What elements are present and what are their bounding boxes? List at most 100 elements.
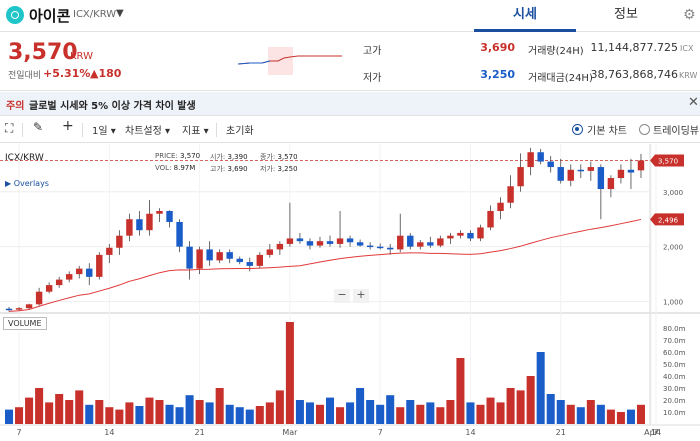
amount-24h-value: 38,763,868,746: [590, 68, 678, 81]
candle-body: [376, 246, 384, 249]
volume-bar: [416, 404, 425, 424]
gear-icon[interactable]: ⚙: [683, 7, 696, 23]
radio-tradingview[interactable]: [639, 124, 650, 135]
time-tick-label: 7: [378, 428, 383, 437]
tab-quote[interactable]: 시세: [474, 0, 576, 32]
candle-body: [206, 249, 213, 261]
candle-body: [487, 210, 494, 228]
volume-bar: [195, 400, 204, 424]
indicators-menu[interactable]: 지표 ▾: [182, 126, 209, 137]
current-price: 3,570: [8, 40, 78, 65]
high-value: 3,690: [480, 41, 515, 54]
candle-body: [447, 235, 454, 239]
candle-body: [246, 262, 253, 266]
volume-bar: [75, 390, 84, 424]
candle-body: [256, 254, 264, 266]
volume-bar: [436, 407, 445, 424]
candle-body: [356, 242, 364, 246]
reset-button[interactable]: 초기화: [226, 126, 254, 137]
amount-24h-unit: KRW: [679, 71, 698, 80]
ma-value-tag: 2,496: [658, 216, 679, 224]
time-tick-label: 14: [465, 428, 475, 437]
candle-body: [427, 242, 434, 246]
candle-body: [547, 161, 554, 168]
chart-area[interactable]: 3,000 2,000 1,000 80.0m 70.0m 60.0m 50.0m 40.0m…: [0, 144, 700, 441]
candle-body: [417, 242, 424, 247]
volume-bar: [486, 397, 495, 424]
candle-body: [146, 213, 153, 231]
coin-pair[interactable]: ICX/KRW: [73, 9, 117, 20]
candle-body: [316, 241, 324, 246]
candle-body: [517, 167, 524, 187]
legend-low: 저가: 3,250: [260, 165, 298, 173]
radio-basic-chart[interactable]: [572, 124, 583, 135]
pencil-icon[interactable]: ✎: [33, 120, 44, 134]
candle-body: [216, 252, 223, 261]
candle-body: [557, 167, 564, 181]
volume-bar: [556, 400, 565, 424]
volume-bar: [516, 390, 525, 424]
volume-tick-label: 80.0m: [663, 325, 686, 333]
zoom-in-button[interactable]: +: [353, 289, 369, 303]
volume-bar: [526, 376, 535, 424]
time-tick-label: 7: [17, 428, 22, 437]
volume-tick-label: 30.0m: [663, 385, 686, 393]
volume-bar: [215, 388, 224, 424]
candle-body: [116, 235, 123, 248]
candle-body: [35, 291, 43, 305]
header: 아이콘 ICX/KRW ▼ 시세 정보 ⚙: [0, 0, 700, 32]
volume-bar: [35, 388, 44, 424]
volume-bar: [576, 407, 585, 424]
candle-body: [477, 227, 484, 239]
candle-body: [497, 202, 504, 211]
overlays-toggle[interactable]: ▶ Overlays: [5, 179, 49, 188]
zoom-out-button[interactable]: −: [334, 289, 350, 303]
candle-body: [15, 308, 23, 310]
candle-body: [186, 246, 193, 269]
time-tick-label: 7: [653, 428, 658, 437]
volume-bar: [105, 407, 114, 424]
time-tick-label: 21: [556, 428, 566, 437]
moving-average-line: [8, 218, 642, 312]
candle-body: [587, 167, 595, 171]
candle-body: [196, 249, 203, 269]
candle-body: [55, 279, 63, 286]
price-tick-label: 1,000: [663, 299, 683, 307]
notice-bar: 주의 글로벌 시세와 5% 이상 가격 차이 발생 ✕: [0, 92, 700, 116]
fullscreen-icon[interactable]: ⛶: [5, 121, 14, 135]
volume-bar: [336, 407, 345, 424]
volume-bar: [616, 412, 625, 424]
volume-bar: [636, 404, 645, 424]
candle-body: [407, 235, 414, 247]
candle-body: [306, 241, 314, 246]
legend-price: PRICE: 3,570: [155, 152, 201, 160]
volume-bar: [115, 409, 124, 424]
candle-body: [346, 238, 354, 243]
change-amount: ▲180: [90, 67, 122, 80]
candle-body: [176, 221, 183, 247]
caret-down-icon[interactable]: ▼: [116, 8, 124, 19]
coin-name: 아이콘: [29, 7, 71, 25]
price-chart-svg[interactable]: 3,000 2,000 1,000 80.0m 70.0m 60.0m 50.0m 40.0m…: [0, 144, 700, 441]
volume-bar: [376, 404, 385, 424]
volume-bar: [15, 407, 24, 424]
tab-info[interactable]: 정보: [614, 7, 638, 22]
tradingview-label: 트레이딩뷰: [653, 126, 699, 137]
candle-body: [296, 238, 304, 242]
candle-body: [156, 210, 163, 214]
icon-coin-logo-icon: [6, 6, 24, 24]
price-unit: KRW: [70, 51, 93, 62]
close-icon[interactable]: ✕: [688, 95, 699, 110]
legend-high: 고가: 3,690: [210, 165, 248, 173]
candle-body: [386, 247, 394, 250]
candle-body: [25, 304, 33, 309]
crosshair-icon[interactable]: +: [62, 118, 74, 134]
notice-tag: 주의: [6, 101, 25, 112]
volume-bar: [326, 397, 335, 424]
candle-body: [286, 238, 294, 244]
chart-settings-menu[interactable]: 차트설정 ▾: [125, 126, 171, 137]
volume-bar: [5, 409, 14, 424]
interval-select[interactable]: 1일 ▾: [92, 126, 116, 137]
volume-bar: [125, 402, 134, 424]
sparkline-line-blue: [238, 60, 271, 65]
